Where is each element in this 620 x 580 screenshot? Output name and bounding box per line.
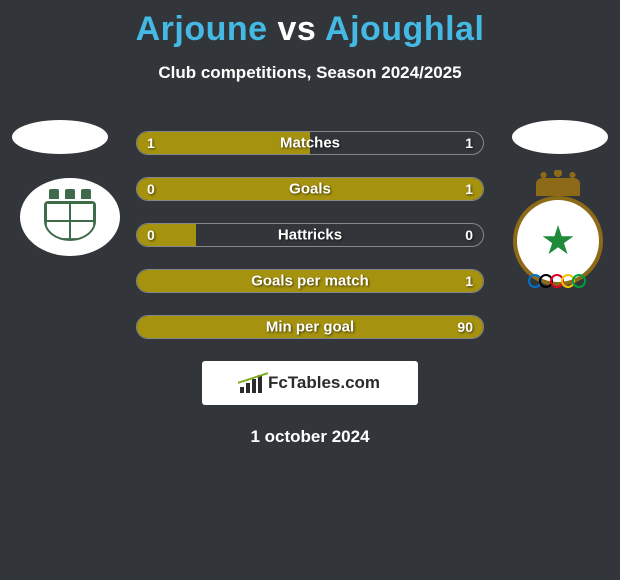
stat-label: Hattricks [278,227,342,244]
bar-fill-left [137,178,196,200]
stat-bars: 1 1 Matches 0 1 Goals 0 0 Hattricks 1 Goals per ma… [0,131,620,339]
stat-row: 90 Min per goal [0,315,620,339]
stat-row: 1 Goals per match [0,269,620,293]
stat-bar: 1 Goals per match [136,269,484,293]
subtitle: Club competitions, Season 2024/2025 [0,63,620,83]
stat-bar: 90 Min per goal [136,315,484,339]
fctables-logo-icon [240,373,262,393]
stat-row: 1 1 Matches [0,131,620,155]
fctables-text: FcTables.com [268,373,380,393]
stat-value-right: 1 [465,273,473,289]
fctables-attribution: FcTables.com [202,361,418,405]
stat-value-right: 1 [465,135,473,151]
player1-name: Arjoune [136,10,268,48]
stat-label: Matches [280,135,340,152]
bar-fill-left [137,224,196,246]
vs-text: vs [278,10,317,48]
stat-bar: 1 1 Matches [136,131,484,155]
stat-value-right: 0 [465,227,473,243]
stat-value-right: 1 [465,181,473,197]
stat-value-left: 1 [147,135,155,151]
stat-bar: 0 1 Goals [136,177,484,201]
stat-value-left: 0 [147,227,155,243]
stat-value-left: 0 [147,181,155,197]
stat-row: 0 1 Goals [0,177,620,201]
stat-label: Goals [289,181,331,198]
stat-bar: 0 0 Hattricks [136,223,484,247]
comparison-title: Arjoune vs Ajoughlal [0,0,620,49]
stat-label: Min per goal [266,319,354,336]
date-text: 1 october 2024 [0,427,620,447]
stat-row: 0 0 Hattricks [0,223,620,247]
player2-name: Ajoughlal [325,10,484,48]
stat-value-right: 90 [457,319,473,335]
bar-fill-right [196,178,483,200]
stat-label: Goals per match [251,273,369,290]
